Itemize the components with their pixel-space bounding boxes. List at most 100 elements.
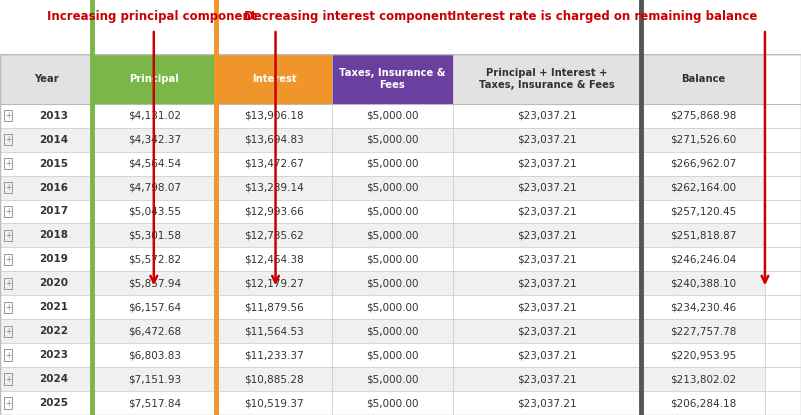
Text: $5,572.82: $5,572.82 bbox=[127, 254, 181, 264]
Text: 2017: 2017 bbox=[38, 207, 68, 217]
Bar bbox=[641, 271, 765, 295]
Text: Principal + Interest +
Taxes, Insurance & Fees: Principal + Interest + Taxes, Insurance … bbox=[479, 68, 614, 90]
Text: $23,037.21: $23,037.21 bbox=[517, 278, 577, 288]
Text: $234,230.46: $234,230.46 bbox=[670, 302, 736, 312]
Bar bbox=[216, 104, 332, 128]
Text: +: + bbox=[5, 231, 11, 240]
Bar bbox=[332, 271, 453, 295]
Bar bbox=[332, 54, 453, 104]
Bar bbox=[0, 247, 92, 271]
Text: $5,000.00: $5,000.00 bbox=[366, 350, 419, 360]
Bar bbox=[332, 128, 453, 151]
Text: $5,000.00: $5,000.00 bbox=[366, 254, 419, 264]
Text: Increasing principal component: Increasing principal component bbox=[47, 10, 257, 23]
Bar bbox=[641, 247, 765, 271]
Bar bbox=[216, 223, 332, 247]
Text: $12,993.66: $12,993.66 bbox=[244, 207, 304, 217]
Bar bbox=[453, 343, 641, 367]
Bar bbox=[216, 271, 332, 295]
Text: $5,857.94: $5,857.94 bbox=[127, 278, 181, 288]
Text: $240,388.10: $240,388.10 bbox=[670, 278, 736, 288]
Bar bbox=[92, 247, 216, 271]
Bar bbox=[0, 271, 92, 295]
Text: $7,151.93: $7,151.93 bbox=[127, 374, 181, 384]
Bar bbox=[641, 54, 765, 104]
Text: $23,037.21: $23,037.21 bbox=[517, 134, 577, 145]
Text: $6,472.68: $6,472.68 bbox=[127, 326, 181, 336]
Text: $271,526.60: $271,526.60 bbox=[670, 134, 736, 145]
Text: $5,000.00: $5,000.00 bbox=[366, 326, 419, 336]
Text: $13,694.83: $13,694.83 bbox=[244, 134, 304, 145]
Bar bbox=[332, 247, 453, 271]
Text: $5,000.00: $5,000.00 bbox=[366, 374, 419, 384]
Text: $23,037.21: $23,037.21 bbox=[517, 207, 577, 217]
Text: Decreasing interest component: Decreasing interest component bbox=[244, 10, 453, 23]
Bar bbox=[0, 319, 92, 343]
Bar bbox=[0, 176, 92, 200]
Bar bbox=[216, 54, 332, 104]
Text: $7,517.84: $7,517.84 bbox=[127, 398, 181, 408]
Bar bbox=[92, 151, 216, 176]
Bar bbox=[216, 295, 332, 319]
Text: $12,735.62: $12,735.62 bbox=[244, 230, 304, 240]
Bar bbox=[641, 176, 765, 200]
Bar bbox=[216, 343, 332, 367]
Bar bbox=[453, 151, 641, 176]
Bar bbox=[641, 104, 765, 128]
Text: +: + bbox=[5, 207, 11, 216]
Bar bbox=[332, 223, 453, 247]
Text: $11,233.37: $11,233.37 bbox=[244, 350, 304, 360]
Text: 2013: 2013 bbox=[38, 111, 68, 121]
Bar bbox=[216, 151, 332, 176]
Text: 2015: 2015 bbox=[38, 159, 68, 168]
Text: $23,037.21: $23,037.21 bbox=[517, 350, 577, 360]
Bar bbox=[216, 128, 332, 151]
Text: +: + bbox=[5, 183, 11, 192]
Bar bbox=[92, 319, 216, 343]
Text: $23,037.21: $23,037.21 bbox=[517, 326, 577, 336]
Bar bbox=[453, 319, 641, 343]
Text: $23,037.21: $23,037.21 bbox=[517, 374, 577, 384]
Text: $13,906.18: $13,906.18 bbox=[244, 111, 304, 121]
Bar bbox=[453, 391, 641, 415]
Bar bbox=[216, 176, 332, 200]
Text: 2019: 2019 bbox=[38, 254, 67, 264]
Text: Taxes, Insurance &
Fees: Taxes, Insurance & Fees bbox=[340, 68, 445, 90]
Bar bbox=[92, 391, 216, 415]
Text: $262,164.00: $262,164.00 bbox=[670, 183, 736, 193]
Text: $13,239.14: $13,239.14 bbox=[244, 183, 304, 193]
Text: +: + bbox=[5, 135, 11, 144]
Text: $213,802.02: $213,802.02 bbox=[670, 374, 736, 384]
Bar bbox=[92, 367, 216, 391]
Text: $257,120.45: $257,120.45 bbox=[670, 207, 736, 217]
Text: 2016: 2016 bbox=[38, 183, 68, 193]
Bar bbox=[641, 295, 765, 319]
Bar bbox=[641, 128, 765, 151]
Bar bbox=[332, 319, 453, 343]
Text: $4,131.02: $4,131.02 bbox=[127, 111, 181, 121]
Bar bbox=[0, 0, 801, 54]
Text: 2022: 2022 bbox=[38, 326, 68, 336]
Bar bbox=[332, 367, 453, 391]
Text: $266,962.07: $266,962.07 bbox=[670, 159, 736, 168]
Text: $5,000.00: $5,000.00 bbox=[366, 398, 419, 408]
Text: Principal: Principal bbox=[129, 74, 179, 84]
Text: +: + bbox=[5, 111, 11, 120]
Text: +: + bbox=[5, 303, 11, 312]
Bar bbox=[216, 367, 332, 391]
Text: $11,879.56: $11,879.56 bbox=[244, 302, 304, 312]
Bar bbox=[216, 247, 332, 271]
Text: $23,037.21: $23,037.21 bbox=[517, 111, 577, 121]
Text: $11,564.53: $11,564.53 bbox=[244, 326, 304, 336]
Text: Balance: Balance bbox=[681, 74, 725, 84]
Bar bbox=[92, 128, 216, 151]
Bar bbox=[453, 367, 641, 391]
Bar bbox=[453, 200, 641, 223]
Text: $5,043.55: $5,043.55 bbox=[127, 207, 181, 217]
Text: 2018: 2018 bbox=[38, 230, 68, 240]
Bar bbox=[92, 176, 216, 200]
Bar bbox=[332, 343, 453, 367]
Bar bbox=[332, 104, 453, 128]
Text: 2020: 2020 bbox=[38, 278, 68, 288]
Bar bbox=[453, 271, 641, 295]
